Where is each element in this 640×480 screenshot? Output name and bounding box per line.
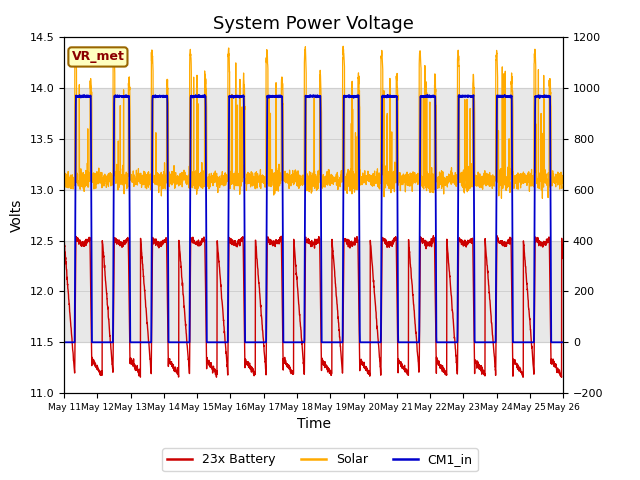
Bar <box>64 240 563 342</box>
CM1_in <box>252 339 259 345</box>
CM1_in <box>147 339 154 345</box>
Solar <box>339 43 347 49</box>
Bar <box>64 88 563 190</box>
Line: 23x Battery: 23x Battery <box>64 236 563 377</box>
Line: CM1_in: CM1_in <box>64 95 563 342</box>
Solar <box>538 195 546 201</box>
23x Battery <box>273 241 281 247</box>
CM1_in <box>550 339 557 345</box>
Title: System Power Voltage: System Power Voltage <box>213 15 414 33</box>
23x Battery <box>60 235 68 241</box>
CM1_in <box>273 94 281 100</box>
Line: Solar: Solar <box>64 46 563 198</box>
23x Battery <box>252 237 259 243</box>
CM1_in <box>60 339 68 345</box>
Solar <box>252 173 259 179</box>
Solar <box>273 177 281 182</box>
23x Battery <box>557 374 565 380</box>
Solar <box>496 180 504 186</box>
Legend: 23x Battery, Solar, CM1_in: 23x Battery, Solar, CM1_in <box>163 448 477 471</box>
CM1_in <box>559 339 567 345</box>
23x Battery <box>117 239 125 244</box>
23x Battery <box>559 255 567 261</box>
Y-axis label: Volts: Volts <box>10 199 24 232</box>
Solar <box>559 176 567 181</box>
Solar <box>117 181 125 187</box>
Solar <box>60 177 68 183</box>
CM1_in <box>117 93 125 99</box>
23x Battery <box>550 362 557 368</box>
23x Battery <box>496 239 504 245</box>
Text: VR_met: VR_met <box>72 50 124 63</box>
X-axis label: Time: Time <box>296 418 331 432</box>
23x Battery <box>429 233 437 239</box>
Solar <box>147 187 154 192</box>
23x Battery <box>147 361 154 367</box>
CM1_in <box>195 92 203 98</box>
Solar <box>550 178 557 184</box>
CM1_in <box>496 94 504 99</box>
